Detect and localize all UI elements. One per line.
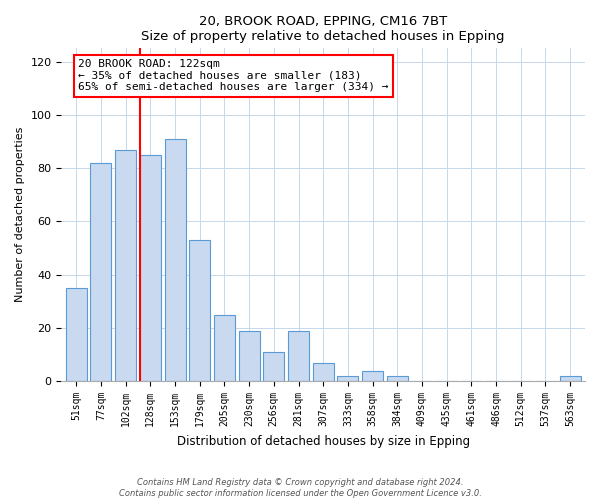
Text: 20 BROOK ROAD: 122sqm
← 35% of detached houses are smaller (183)
65% of semi-det: 20 BROOK ROAD: 122sqm ← 35% of detached … (78, 59, 389, 92)
Bar (164, 139, 185, 381)
Text: Contains HM Land Registry data © Crown copyright and database right 2024.
Contai: Contains HM Land Registry data © Crown c… (119, 478, 481, 498)
X-axis label: Distribution of detached houses by size in Epping: Distribution of detached houses by size … (176, 434, 470, 448)
Bar (362, 370, 383, 381)
Bar (115, 150, 136, 381)
Bar (263, 352, 284, 381)
Bar (189, 240, 210, 381)
Bar (288, 330, 309, 381)
Y-axis label: Number of detached properties: Number of detached properties (15, 127, 25, 302)
Bar (239, 330, 260, 381)
Title: 20, BROOK ROAD, EPPING, CM16 7BT
Size of property relative to detached houses in: 20, BROOK ROAD, EPPING, CM16 7BT Size of… (142, 15, 505, 43)
Bar (560, 376, 581, 381)
Bar (140, 155, 161, 381)
Bar (91, 163, 112, 381)
Bar (313, 362, 334, 381)
Bar (387, 376, 408, 381)
Bar (66, 288, 87, 381)
Bar (214, 314, 235, 381)
Bar (337, 376, 358, 381)
